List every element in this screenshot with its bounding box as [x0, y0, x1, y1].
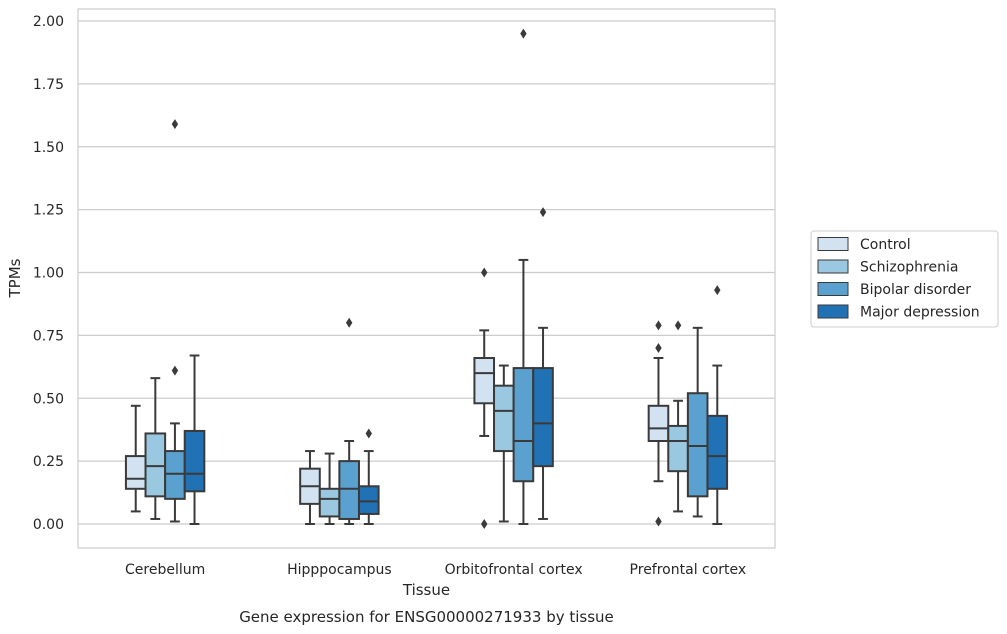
x-tick-label: Orbitofrontal cortex: [445, 562, 583, 578]
y-tick-label: 0.50: [33, 391, 64, 407]
y-axis-label: TPMs: [6, 258, 24, 298]
legend-swatch: [817, 237, 849, 251]
y-tick-label: 0.00: [33, 517, 64, 533]
outlier-point: [171, 365, 179, 376]
box-series: [124, 28, 729, 529]
y-tick-label: 1.50: [33, 140, 64, 156]
x-tick-labels: Cerebellum Hipppocampus Orbitofrontal cort…: [125, 562, 746, 578]
box-bipolar-disorder: [338, 317, 360, 525]
x-tick-label: Prefrontal cortex: [630, 562, 747, 578]
legend-label: Control: [860, 237, 911, 253]
legend-swatch: [817, 304, 849, 319]
legend-swatch: [817, 282, 849, 296]
legend-label: Schizophrenia: [860, 260, 958, 276]
box-iqr: [164, 450, 186, 500]
outlier-point: [481, 519, 488, 529]
outlier-point: [655, 342, 662, 353]
box-iqr: [144, 432, 167, 498]
box-control: [473, 267, 496, 529]
x-tick-label: Hipppocampus: [287, 562, 392, 578]
outlier-point: [171, 119, 179, 130]
box-bipolar-disorder: [686, 326, 709, 518]
box-iqr: [183, 429, 206, 493]
y-tick-label: 1.00: [33, 266, 64, 282]
box-iqr: [124, 455, 147, 490]
box-iqr: [667, 424, 689, 473]
outlier-point: [655, 516, 662, 527]
box-control: [647, 320, 670, 527]
legend-label: Bipolar disorder: [860, 282, 971, 298]
outlier-point: [539, 207, 547, 218]
box-iqr: [706, 414, 729, 490]
box-iqr: [512, 367, 535, 483]
box-iqr: [338, 460, 360, 520]
legend-frame: [810, 230, 999, 328]
legend: Control Schizophrenia Bipolar disorder Majo…: [810, 230, 999, 328]
y-tick-label: 0.25: [33, 454, 64, 470]
box-bipolar-disorder: [512, 28, 535, 525]
legend-swatch: [817, 259, 849, 274]
box-major-depression: [706, 285, 729, 525]
outlier-point: [481, 267, 488, 278]
outlier-point: [365, 428, 372, 439]
box-iqr: [647, 404, 670, 443]
outlier-point: [655, 320, 662, 331]
y-tick-label: 1.25: [33, 203, 64, 219]
box-major-depression: [357, 428, 380, 525]
outlier-point: [345, 317, 353, 328]
y-tick-labels: 0.00 0.25 0.50 0.75 1.00 1.25 1.50 1.75 2.00: [33, 14, 64, 533]
box-schizophrenia: [144, 377, 167, 520]
outlier-point: [714, 285, 721, 296]
plot-frame: [77, 8, 776, 549]
box-iqr: [473, 357, 496, 405]
x-tick-label: Cerebellum: [125, 562, 205, 578]
box-schizophrenia: [667, 320, 689, 513]
chart-caption: Gene expression for ENSG00000271933 by t…: [239, 608, 614, 626]
box-major-depression: [532, 207, 554, 520]
box-iqr: [357, 485, 380, 515]
legend-label: Major depression: [860, 305, 980, 321]
outlier-point: [674, 320, 682, 331]
y-tick-label: 1.75: [33, 77, 64, 93]
box-iqr: [532, 367, 554, 468]
outlier-point: [520, 28, 527, 39]
box-schizophrenia: [318, 452, 341, 525]
box-control: [299, 450, 321, 525]
box-iqr: [318, 487, 341, 518]
x-axis-label: Tissue: [402, 581, 450, 599]
box-iqr: [686, 392, 709, 498]
y-tick-label: 0.75: [33, 328, 64, 344]
box-major-depression: [183, 354, 206, 525]
box-iqr: [493, 384, 515, 453]
y-tick-label: 2.00: [33, 14, 64, 30]
box-control: [124, 404, 147, 513]
box-schizophrenia: [493, 364, 515, 523]
box-bipolar-disorder: [164, 119, 186, 523]
